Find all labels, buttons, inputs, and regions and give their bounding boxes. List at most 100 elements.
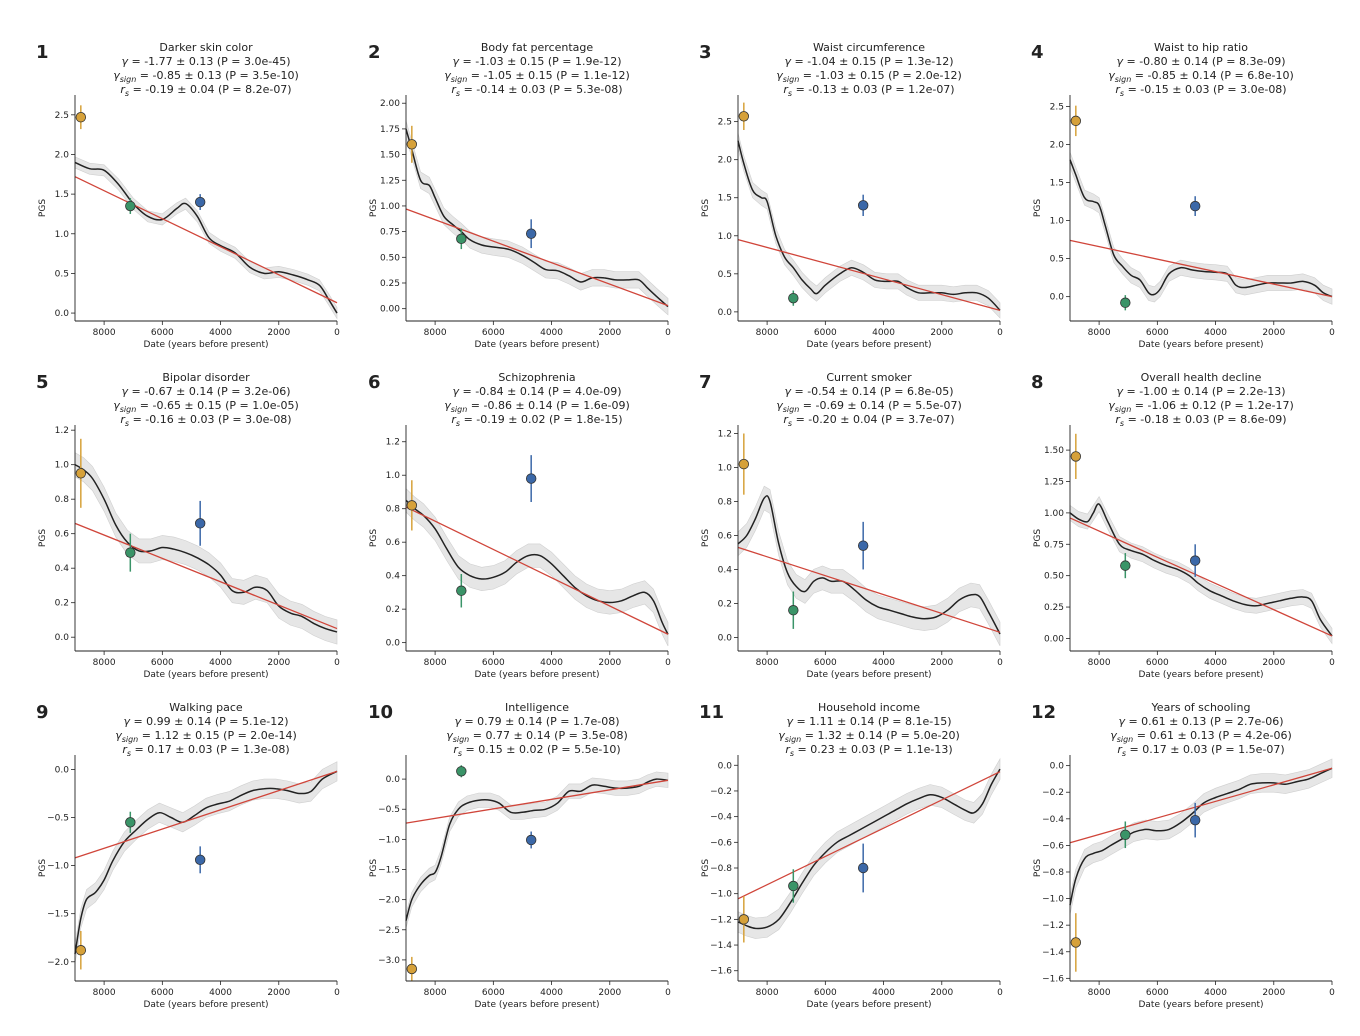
panel-title: Waist to hip ratio (1154, 41, 1248, 54)
y-tick-label: 1.0 (55, 461, 70, 471)
regression-line (1069, 767, 1333, 844)
x-tick-label: 4000 (1204, 658, 1227, 668)
y-tick-label: 0.0 (386, 775, 401, 785)
x-tick-label: 6000 (1146, 658, 1169, 668)
panel-title: Walking pace (169, 701, 243, 714)
x-tick-label: 8000 (424, 328, 447, 338)
regression-line (405, 506, 669, 635)
y-axis-label: PGS (369, 199, 379, 217)
regression-line (1069, 239, 1333, 298)
data-point (125, 817, 136, 828)
y-tick-label: 0.4 (55, 564, 70, 574)
y-tick-label: −3.0 (378, 956, 400, 966)
x-tick-label: 6000 (814, 328, 837, 338)
data-point (1189, 555, 1201, 566)
x-tick-label: 4000 (872, 658, 895, 668)
panel-title: Household income (818, 701, 920, 714)
y-tick-label: 1.5 (718, 194, 732, 204)
trend-curve (74, 161, 338, 314)
x-tick-label: 2000 (930, 328, 953, 338)
panel-number: 9 (36, 702, 49, 723)
y-tick-label: 0.8 (55, 495, 70, 505)
data-point (125, 200, 136, 212)
y-tick-label: −1.4 (1042, 948, 1064, 958)
trend-curve (74, 464, 338, 633)
y-axis-label: PGS (1033, 199, 1043, 217)
y-tick-label: 0.8 (386, 505, 401, 515)
y-tick-label: −1.0 (1042, 895, 1064, 905)
y-tick-label: 2.5 (718, 118, 732, 128)
rs-stat: rs = 0.17 ± 0.03 (P = 1.3e-08) (122, 743, 289, 758)
data-point (1120, 560, 1131, 571)
rs-stat: rs = -0.15 ± 0.03 (P = 3.0e-08) (1115, 83, 1286, 98)
data-point (738, 111, 750, 122)
y-axis-label: PGS (369, 529, 379, 547)
confidence-band (74, 761, 338, 964)
x-axis-label: Date (years before present) (806, 670, 931, 680)
y-tick-label: 1.00 (380, 202, 400, 212)
y-tick-label: −1.2 (710, 915, 732, 925)
x-tick-label: 2000 (598, 988, 621, 998)
x-tick-label: 4000 (872, 328, 895, 338)
data-point (1120, 829, 1131, 840)
gamma-stat: γ = -1.77 ± 0.13 (P = 3.0e-45) (121, 55, 290, 68)
data-point (75, 112, 87, 123)
gamma-stat: γ = -1.04 ± 0.15 (P = 1.3e-12) (784, 55, 953, 68)
panel-number: 8 (1031, 372, 1044, 393)
panel-number: 7 (699, 372, 712, 393)
x-tick-label: 2000 (598, 328, 621, 338)
regression-line (74, 522, 338, 630)
y-tick-label: 2.0 (718, 156, 733, 166)
data-point (738, 458, 750, 470)
regression-line (74, 176, 338, 304)
gamma-sign-stat: γsign = -0.65 ± 0.15 (P = 1.0e-05) (113, 399, 299, 414)
gamma-sign-stat: γsign = 0.77 ± 0.14 (P = 3.5e-08) (446, 729, 628, 744)
x-tick-label: 8000 (1088, 328, 1111, 338)
rs-stat: rs = -0.13 ± 0.03 (P = 1.2e-07) (783, 83, 954, 98)
data-point (194, 196, 206, 208)
x-tick-label: 0 (665, 328, 671, 338)
regression-line (1069, 517, 1333, 637)
x-tick-label: 2000 (1262, 328, 1285, 338)
y-tick-label: 0.0 (386, 639, 401, 649)
y-tick-label: 2.5 (1050, 102, 1064, 112)
rs-stat: rs = 0.23 ± 0.03 (P = 1.1e-13) (785, 743, 952, 758)
x-tick-label: 0 (1329, 328, 1335, 338)
y-tick-label: 1.2 (386, 438, 400, 448)
y-tick-label: 0.0 (718, 308, 733, 318)
panel-title: Schizophrenia (498, 371, 575, 384)
y-tick-label: −0.6 (1042, 841, 1064, 851)
data-point (75, 468, 87, 479)
y-tick-label: 0.0 (718, 761, 733, 771)
data-point (194, 854, 206, 866)
data-point (194, 518, 206, 529)
gamma-stat: γ = 0.79 ± 0.14 (P = 1.7e-08) (454, 715, 619, 728)
data-point (1070, 451, 1082, 462)
x-tick-label: 2000 (1262, 988, 1285, 998)
regression-line (737, 238, 1001, 311)
y-tick-label: −2.0 (378, 896, 400, 906)
data-point (406, 963, 418, 975)
x-tick-label: 2000 (930, 658, 953, 668)
data-point (406, 500, 418, 511)
y-tick-label: 2.0 (55, 150, 70, 160)
y-tick-label: −2.0 (47, 958, 69, 968)
x-axis-label: Date (years before present) (143, 340, 268, 350)
x-axis-label: Date (years before present) (806, 1000, 931, 1010)
x-tick-label: 0 (997, 328, 1003, 338)
x-tick-label: 0 (1329, 988, 1335, 998)
gamma-stat: γ = -1.00 ± 0.14 (P = 2.2e-13) (1116, 385, 1285, 398)
x-tick-label: 2000 (598, 658, 621, 668)
y-axis-label: PGS (701, 859, 711, 877)
x-tick-label: 8000 (1088, 658, 1111, 668)
y-tick-label: 0.75 (1044, 540, 1064, 550)
y-tick-label: 0.50 (1044, 572, 1064, 582)
gamma-stat: γ = -1.03 ± 0.15 (P = 1.9e-12) (452, 55, 621, 68)
y-axis-label: PGS (38, 529, 48, 547)
y-tick-label: 0.4 (718, 565, 733, 575)
panel-title: Waist circumference (813, 41, 925, 54)
panel-number: 11 (699, 702, 724, 723)
